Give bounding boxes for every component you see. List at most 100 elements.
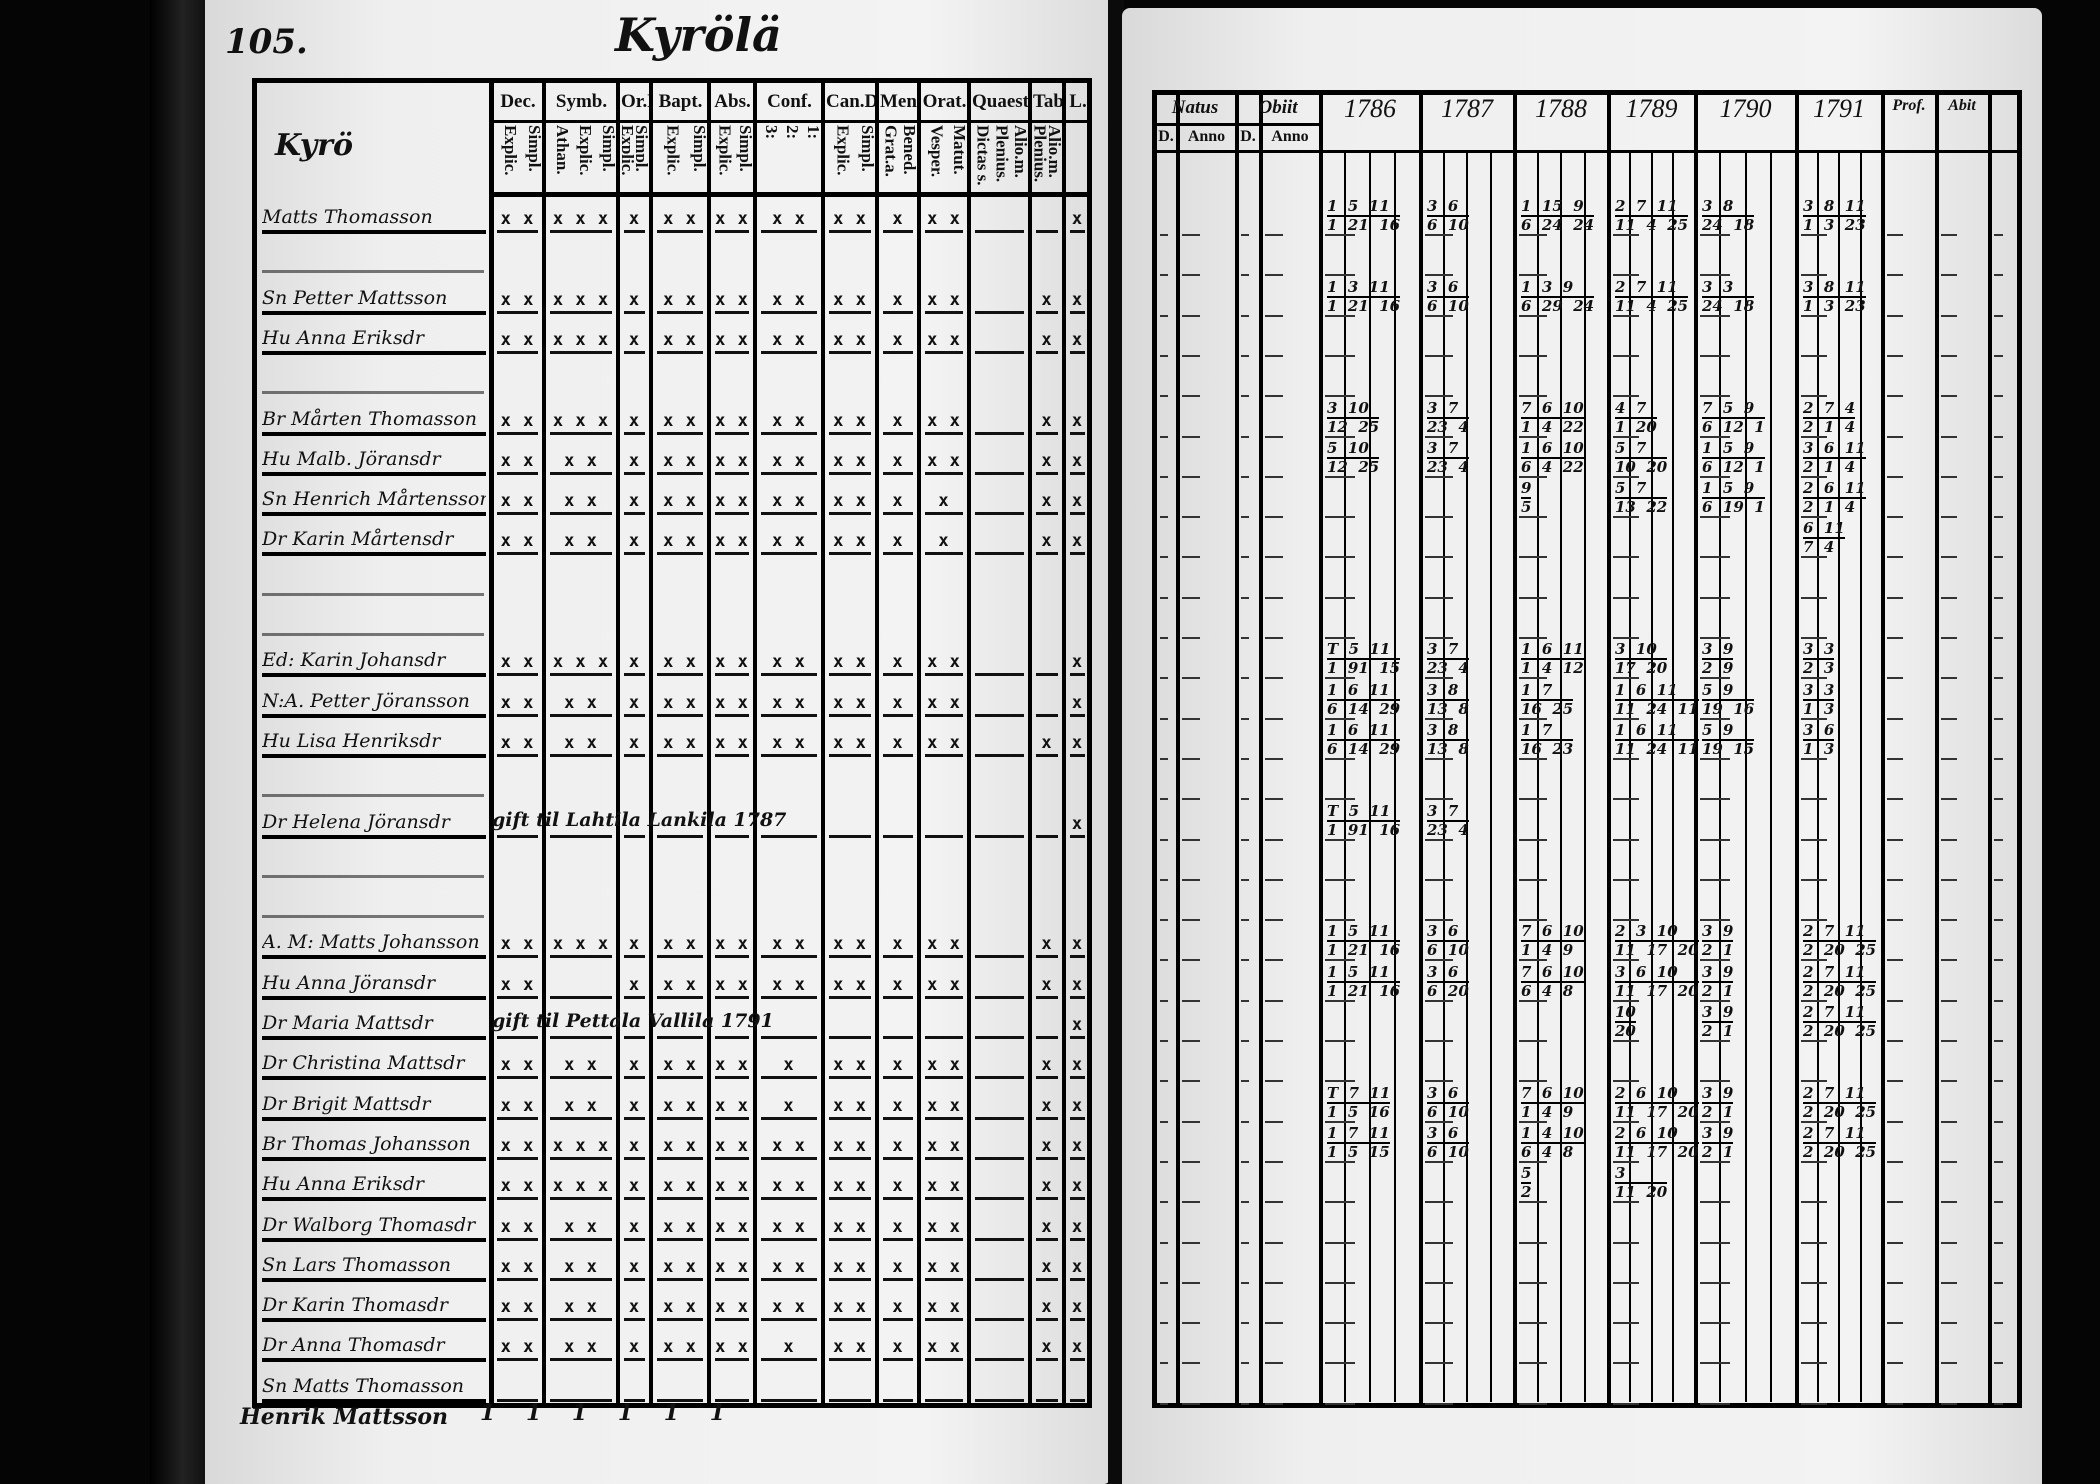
- row-dash: [1425, 435, 1454, 438]
- row-dash: [1241, 274, 1249, 277]
- catechism-mark: [883, 813, 913, 838]
- row-dash: [1325, 556, 1355, 559]
- catechism-mark: x x: [657, 1216, 703, 1241]
- entry-bottom: 23 4: [1427, 659, 1469, 678]
- row-dash: [1994, 354, 2004, 357]
- date-entry: 2 7 11 2 20 25: [1803, 1124, 1877, 1161]
- row-dash: [1613, 274, 1640, 277]
- entry-bottom: 23 4: [1427, 820, 1469, 839]
- row-dash: [1887, 717, 1904, 720]
- row-dash: [1994, 1362, 2004, 1365]
- entry-bottom: 1 21 16: [1327, 216, 1401, 234]
- date-entry: 3 10 17 20: [1615, 641, 1668, 677]
- row-dash: [1613, 435, 1640, 438]
- catechism-mark: x x: [624, 530, 645, 556]
- year-subcolumn: [1859, 152, 1862, 1402]
- footer-marks: 1 1 1 1 1 1: [480, 1400, 726, 1426]
- column-subheader: Simpl.: [736, 125, 754, 172]
- row-dash: [1994, 475, 2004, 478]
- row-dash: [1265, 1362, 1283, 1365]
- row-dash: [1325, 395, 1355, 398]
- row-dash: [1887, 999, 1904, 1002]
- row-dash: [1182, 1281, 1200, 1284]
- date-entry: 2 7 11 11 4 25: [1615, 198, 1689, 234]
- date-entry: 3 8 11 1 3 23: [1803, 198, 1866, 234]
- date-entry: 1 6 11 6 14 29: [1327, 681, 1401, 718]
- catechism-mark: x x: [715, 329, 749, 354]
- catechism-mark: x x: [715, 410, 749, 435]
- entry-bottom: 2 20 25: [1803, 1102, 1877, 1121]
- catechism-mark: [975, 329, 1024, 354]
- row-dash: [1700, 1322, 1731, 1325]
- catechism-mark: [975, 1216, 1024, 1241]
- row-dash: [1700, 798, 1731, 801]
- person-name: Sn Matts Thomasson: [262, 1373, 486, 1403]
- row-dash: [1941, 1402, 1957, 1405]
- row-dash: [1700, 234, 1731, 236]
- row-dash: [1241, 1040, 1249, 1042]
- year-subcolumn: [1536, 152, 1539, 1402]
- row-dash: [1182, 1322, 1200, 1325]
- row-dash: [1325, 596, 1355, 599]
- row-dash: [1241, 1322, 1249, 1325]
- date-entry: 1 4 10 6 4 8: [1521, 1124, 1584, 1161]
- catechism-mark: x x: [829, 450, 871, 475]
- row-dash: [1425, 878, 1454, 881]
- catechism-mark: x x: [925, 1216, 963, 1241]
- year-subcolumn: [1560, 152, 1562, 1402]
- row-dash: [1519, 314, 1548, 317]
- entry-bottom: 2 1 4: [1803, 457, 1856, 476]
- catechism-mark: x x: [925, 974, 963, 999]
- row-dash: [1519, 798, 1548, 801]
- column-header: Quaest.: [972, 92, 1028, 111]
- row-dash: [1941, 354, 1957, 357]
- row-dash: [1325, 1120, 1355, 1123]
- column-divider: [1062, 80, 1066, 1405]
- catechism-mark: x x: [715, 450, 749, 475]
- entry-bottom: 13 8: [1427, 739, 1469, 758]
- catechism-mark: x x: [829, 329, 871, 354]
- entry-bottom: 2 1: [1702, 981, 1734, 1000]
- entry-top: 3 7: [1427, 802, 1469, 822]
- row-dash: [1613, 999, 1640, 1002]
- catechism-mark: x x: [925, 1054, 963, 1080]
- catechism-mark: x x: [715, 1256, 749, 1281]
- column-divider: [542, 80, 546, 1405]
- row-dash: [1887, 1160, 1904, 1163]
- row-dash: [1801, 637, 1827, 639]
- column-divider: [1795, 92, 1799, 1404]
- entry-top: 1 7: [1521, 721, 1574, 741]
- date-entry: 1 7 11 1 5 15: [1327, 1124, 1390, 1161]
- entry-top: 2 6 11: [1803, 479, 1866, 500]
- catechism-mark: x x: [715, 1336, 749, 1362]
- date-entry: 1 6 11 11 24 11: [1615, 721, 1699, 758]
- catechism-mark: [761, 813, 817, 838]
- row-dash: [1613, 314, 1640, 317]
- entry-bottom: 6 14 29: [1327, 699, 1401, 718]
- row-dash: [1241, 838, 1249, 841]
- person-name: Hu Anna Eriksdr: [262, 1171, 486, 1202]
- entry-top: 2 6 10: [1615, 1124, 1699, 1144]
- catechism-mark: [1070, 1377, 1085, 1402]
- year-subcolumn: [1394, 152, 1396, 1402]
- entry-top: 3 6: [1427, 963, 1469, 983]
- entry-bottom: 1 4 9: [1521, 1102, 1574, 1121]
- entry-bottom: 1 3: [1803, 739, 1835, 758]
- row-dash: [1425, 596, 1454, 599]
- catechism-mark: x x: [624, 450, 645, 475]
- date-entry: T 7 11 1 5 16: [1327, 1084, 1391, 1121]
- date-entry: 1 3 11 1 21 16: [1327, 278, 1401, 315]
- entry-top: 10: [1615, 1003, 1636, 1023]
- row-dash: [1700, 314, 1731, 317]
- column-subheader: Bened.: [900, 125, 918, 175]
- row-dash: [1182, 274, 1200, 277]
- row-dash: [1241, 1160, 1249, 1163]
- catechism-mark: x: [1070, 1014, 1085, 1039]
- catechism-mark: x x: [657, 1175, 703, 1201]
- catechism-mark: x x: [657, 1054, 703, 1080]
- catechism-mark: [550, 1377, 612, 1402]
- row-dash: [1182, 878, 1200, 881]
- catechism-mark: [1036, 1014, 1058, 1039]
